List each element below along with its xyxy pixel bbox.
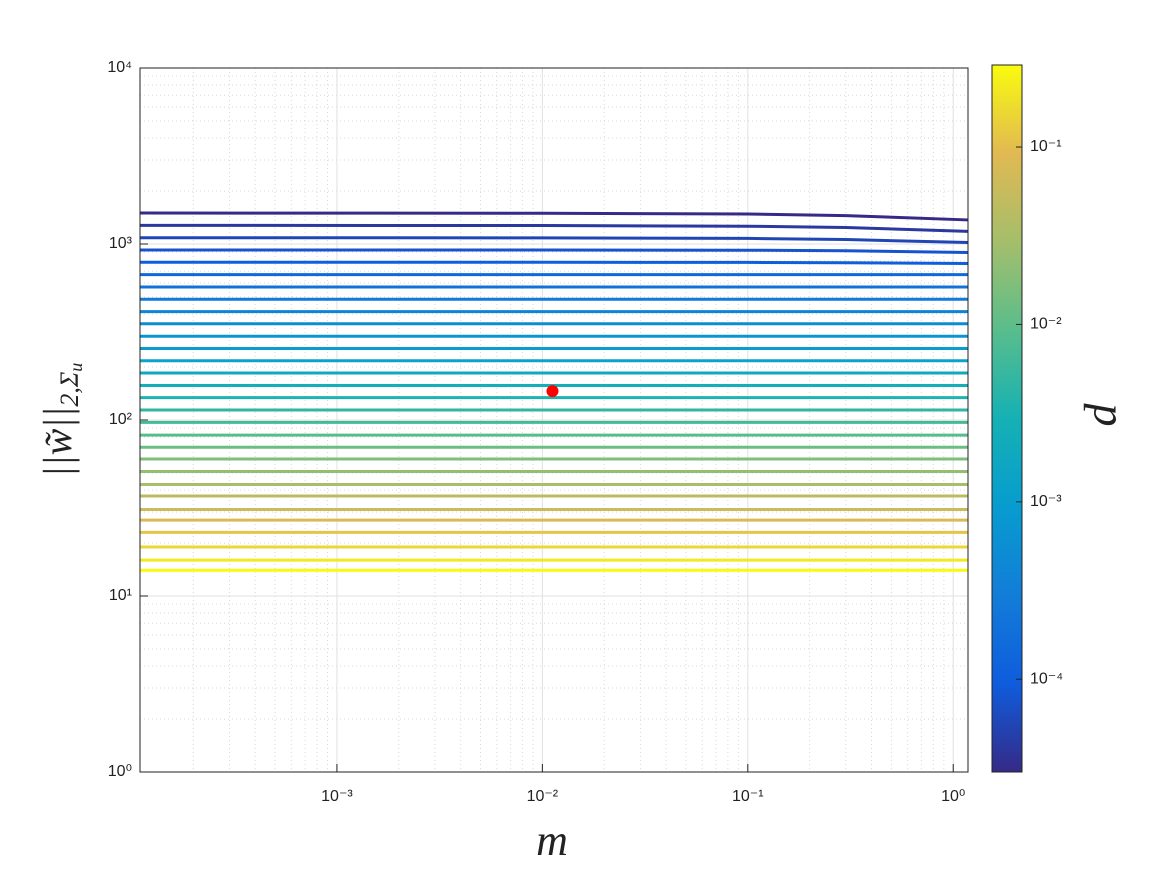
lines <box>139 211 969 572</box>
plot-frame <box>139 67 969 773</box>
colorbar-tick-label: 10⁻² <box>1030 316 1062 333</box>
y-axis-label-sub: 2,Σ <box>55 371 84 407</box>
colorbar-tick-label: 10⁻⁴ <box>1030 670 1063 687</box>
grid <box>140 67 968 773</box>
y-tick-label: 10⁰ <box>108 763 132 780</box>
y-tick-label: 10² <box>109 411 133 428</box>
y-axis-label: ||w̃||2,Σu <box>35 363 86 478</box>
line <box>139 211 969 222</box>
x-axis-label: m <box>536 816 568 865</box>
x-tick-label: 10⁻² <box>527 788 559 805</box>
line <box>140 248 969 254</box>
marker <box>546 385 559 398</box>
x-tick-label: 10⁰ <box>941 788 965 805</box>
colorbar-tick-label: 10⁻³ <box>1030 493 1062 510</box>
y-tick-label: 10³ <box>109 235 133 252</box>
y-tick-label: 10¹ <box>109 587 132 604</box>
x-tick-label: 10⁻¹ <box>732 788 764 805</box>
colorbar-label: d <box>1075 403 1126 427</box>
colorbar <box>991 64 1023 773</box>
line <box>140 260 969 265</box>
line <box>139 236 969 244</box>
x-tick-label: 10⁻³ <box>321 788 353 805</box>
y-axis-label-subsub: u <box>66 363 86 372</box>
y-tick-label: 10⁴ <box>107 59 132 76</box>
line <box>139 223 969 233</box>
axes: 10⁻³ 10⁻² 10⁻¹ 10⁰ 10⁰ 10¹ 10² 10³ 10⁴ 10⁻⁴ 10⁻³ 10… <box>107 59 1063 805</box>
y-axis-label-main: ||w̃|| <box>35 407 80 478</box>
colorbar-tick-label: 10⁻¹ <box>1030 138 1062 155</box>
